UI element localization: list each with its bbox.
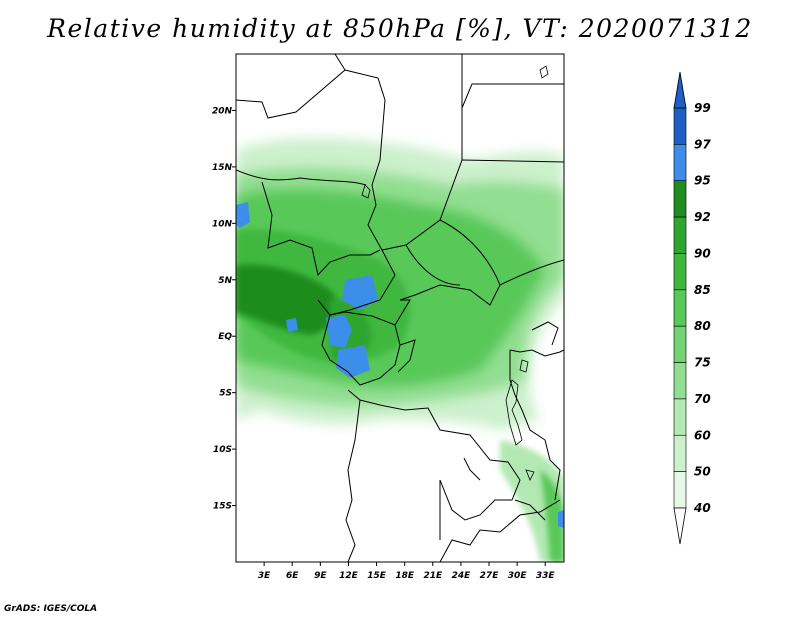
colorbar-top-arrow — [673, 71, 687, 109]
lon-label: 27E — [480, 571, 500, 581]
colorbar-label: 99 — [694, 101, 711, 115]
lon-label: 30E — [508, 571, 528, 581]
colorbar-label: 75 — [694, 356, 711, 370]
lon-label: 3E — [258, 571, 271, 581]
lakes — [361, 65, 549, 481]
colorbar-label: 50 — [694, 465, 711, 479]
lat-label: 10S — [213, 445, 232, 455]
colorbar-label: 97 — [694, 137, 711, 151]
lat-label: EQ — [218, 332, 232, 342]
colorbar-segment — [673, 107, 687, 145]
lon-label: 33E — [536, 571, 556, 581]
lat-label: 10N — [212, 219, 233, 229]
colorbar-segment — [673, 253, 687, 291]
lon-label: 21E — [423, 571, 443, 581]
lat-label: 15S — [213, 502, 232, 512]
lon-label: 12E — [339, 571, 359, 581]
colorbar-label: 90 — [694, 246, 711, 260]
lon-label: 24E — [452, 571, 472, 581]
lon-label: 18E — [395, 571, 415, 581]
colorbar-segment — [673, 216, 687, 254]
lat-axis: 20N 15N 10N 5N EQ 5S 10S 15S — [212, 106, 236, 512]
lat-label: 5N — [218, 276, 232, 286]
colorbar-label: 40 — [693, 501, 711, 515]
colorbar-bottom-arrow — [673, 507, 687, 545]
colorbar-segment — [673, 434, 687, 472]
colorbar-label: 95 — [694, 174, 711, 188]
colorbar-label: 85 — [694, 283, 711, 297]
colorbar-segment — [673, 325, 687, 363]
colorbar-segment — [673, 362, 687, 400]
colorbar-label: 60 — [694, 428, 711, 442]
map-frame — [235, 53, 565, 563]
lat-label: 15N — [212, 163, 233, 173]
colorbar-segment — [673, 471, 687, 509]
lon-label: 9E — [314, 571, 327, 581]
credit-text: GrADS: IGES/COLA — [4, 604, 98, 614]
colorbar-label: 70 — [694, 392, 711, 406]
map-title: Relative humidity at 850hPa [%], VT: 202… — [47, 14, 753, 43]
colorbar-label: 80 — [694, 319, 711, 333]
colorbar: 99 97 95 92 90 85 80 75 70 60 50 40 — [673, 71, 711, 545]
lon-label: 6E — [286, 571, 299, 581]
colorbar-label: 92 — [694, 210, 711, 224]
colorbar-segment — [673, 180, 687, 218]
lat-label: 5S — [219, 389, 232, 399]
lon-axis: 3E 6E 9E 12E 15E 18E 21E 24E 27E 30E 33E — [258, 562, 556, 581]
lon-label: 15E — [367, 571, 387, 581]
country-borders — [236, 54, 564, 562]
lat-label: 20N — [212, 106, 233, 116]
colorbar-segment — [673, 289, 687, 327]
colorbar-segment — [673, 144, 687, 182]
colorbar-segment — [673, 398, 687, 436]
humidity-field — [236, 54, 564, 562]
